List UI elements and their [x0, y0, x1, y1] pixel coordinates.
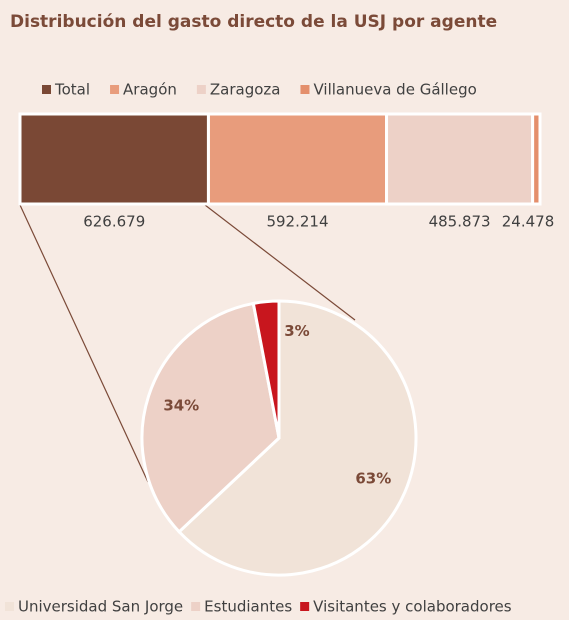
legend-label: Total: [54, 81, 90, 99]
legend-label: Visitantes y colaboradores: [313, 598, 512, 616]
pie-slice: [140, 301, 281, 534]
legend-swatch: [42, 85, 51, 94]
bar-segment: [385, 112, 535, 206]
legend-swatch: [191, 602, 201, 611]
chart-title: Distribución del gasto directo de la USJ…: [10, 12, 497, 32]
value-label: 592.214: [266, 213, 328, 231]
pie-label: 63%: [355, 469, 391, 487]
connector: [19, 204, 149, 483]
legend-swatch: [5, 602, 14, 611]
legend-label: Zaragoza: [210, 81, 281, 99]
legend-swatch: [110, 85, 120, 94]
legend-label: Aragón: [123, 81, 177, 99]
value-label: 626.679: [83, 213, 145, 231]
legend-swatch: [300, 602, 310, 611]
pie-slice: [177, 299, 418, 577]
bar-segment: [18, 112, 210, 206]
legend-swatch: [196, 85, 206, 94]
pie-label: 34%: [163, 397, 199, 415]
legend-label: Estudiantes: [204, 598, 292, 616]
connector: [204, 204, 356, 321]
legend-swatch: [300, 85, 310, 94]
pie-slice: [251, 299, 281, 439]
value-label: 485.873: [429, 213, 491, 231]
value-label: 24.478: [502, 213, 555, 231]
pie-label: 3%: [284, 322, 309, 340]
bar-segment: [206, 112, 389, 206]
bar-segment: [531, 112, 542, 206]
legend-label: Universidad San Jorge: [18, 598, 183, 616]
legend-label: Villanueva de Gállego: [313, 81, 476, 99]
